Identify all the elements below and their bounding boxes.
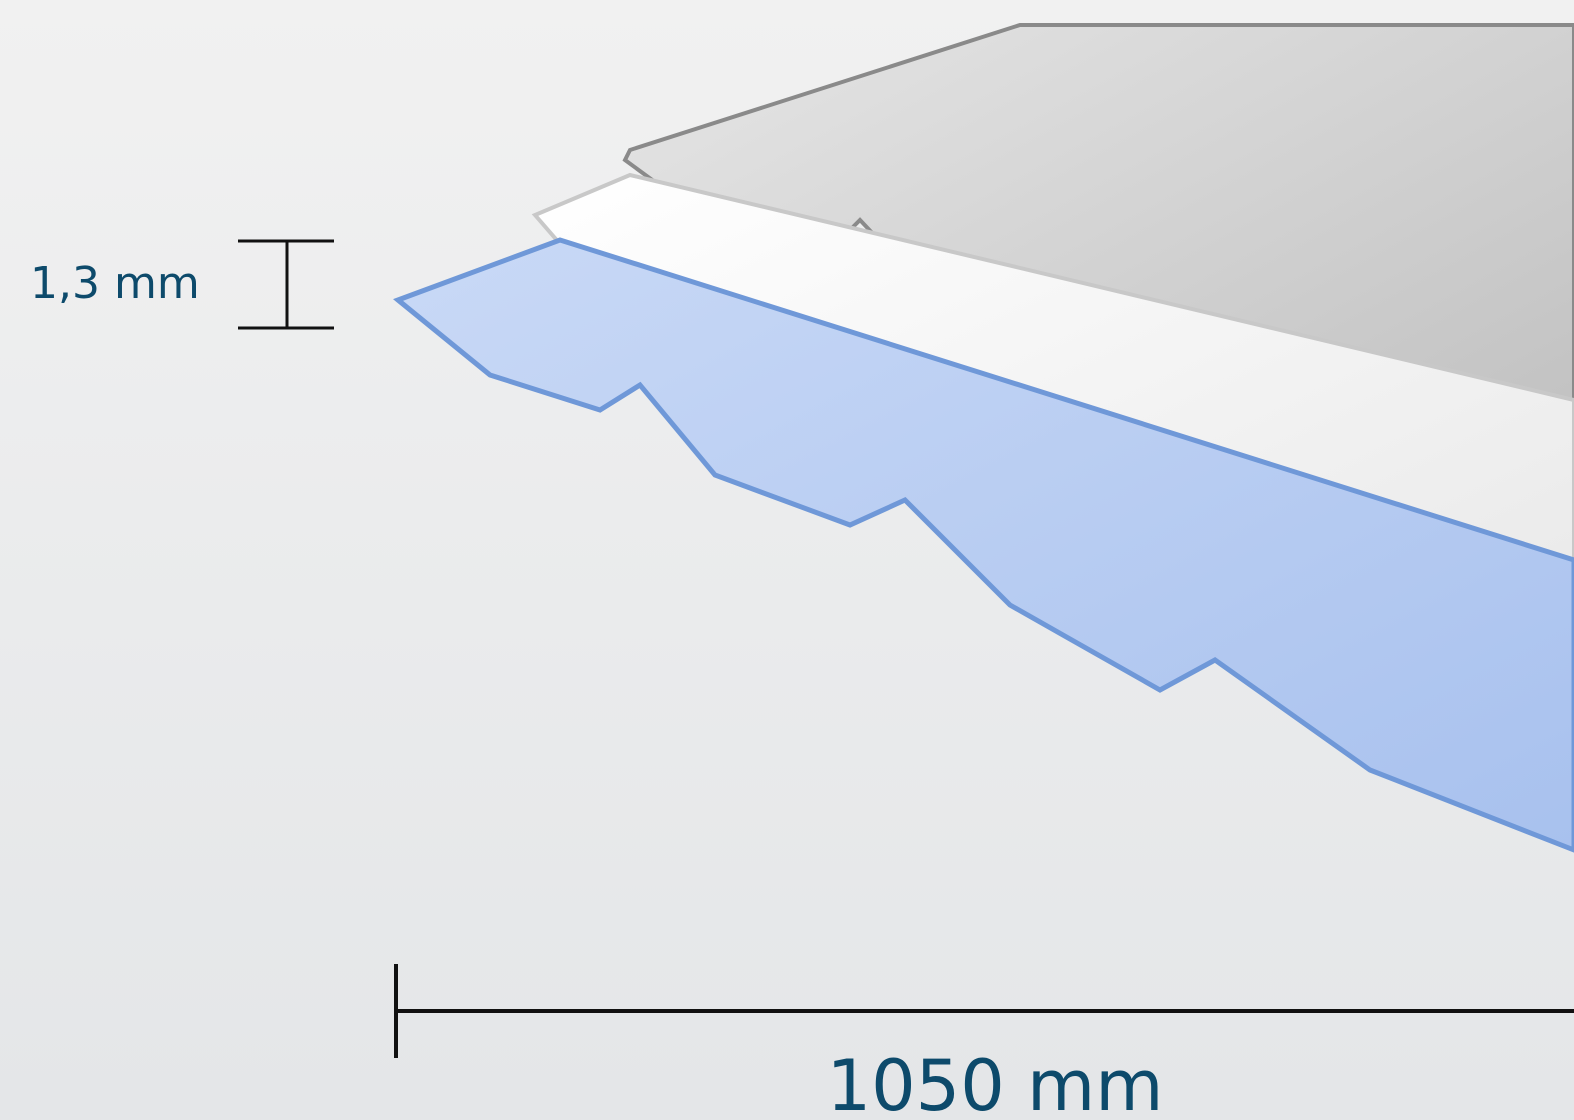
blue-sheet [393, 237, 1574, 853]
width-label: 1050 mm [827, 1045, 1164, 1120]
thickness-label: 1,3 mm [30, 258, 200, 309]
thickness-marker [238, 239, 334, 330]
width-marker [394, 964, 1574, 1058]
